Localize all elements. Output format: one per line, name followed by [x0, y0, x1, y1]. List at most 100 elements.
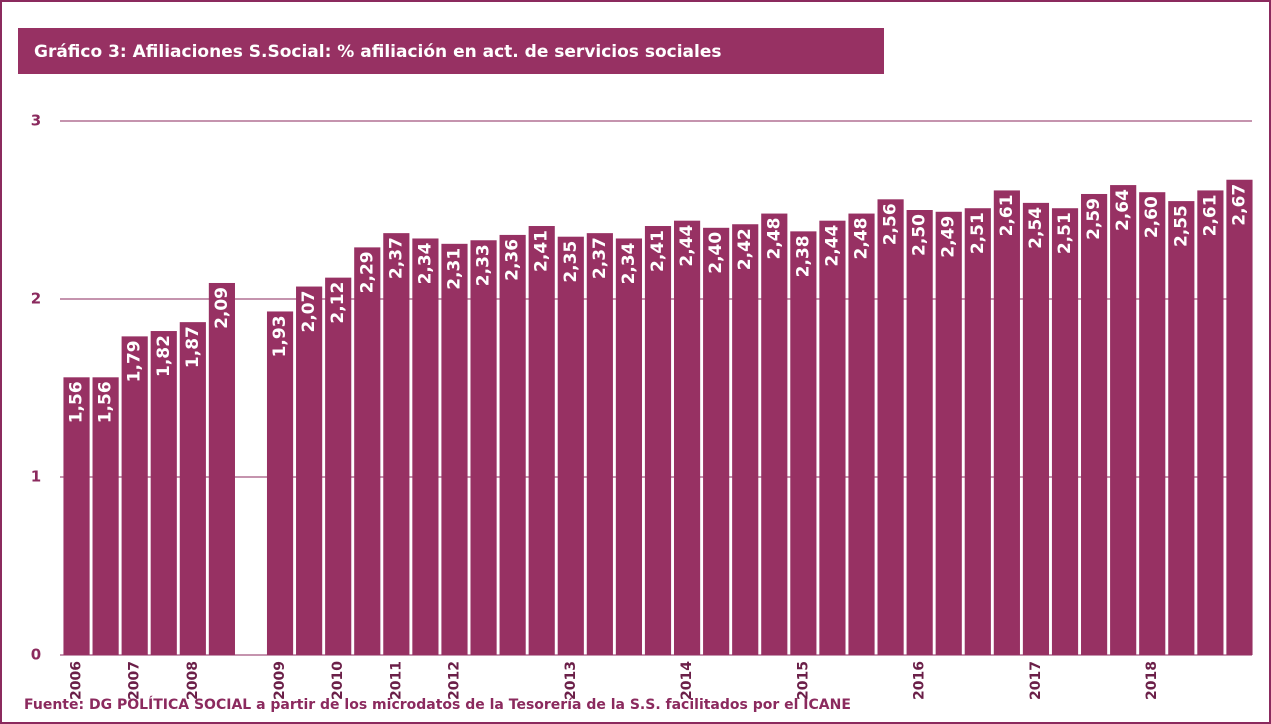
- value-label: 1,82: [154, 335, 174, 377]
- value-label: 2,40: [706, 232, 726, 274]
- value-label: 2,61: [1200, 194, 1220, 236]
- value-label: 2,41: [648, 230, 668, 272]
- bar: [615, 238, 643, 656]
- bar: [412, 238, 439, 656]
- chart-title: Gráfico 3: Afiliaciones S.Social: % afil…: [34, 42, 722, 62]
- bar: [673, 220, 701, 655]
- bar: [1110, 185, 1137, 655]
- value-label: 2,34: [619, 242, 639, 284]
- x-tick-label: 2006: [69, 661, 85, 700]
- value-label: 2,31: [444, 248, 464, 290]
- value-label: 2,67: [1229, 184, 1249, 226]
- bar: [993, 190, 1020, 656]
- value-label: 2,55: [1171, 205, 1191, 247]
- bar: [761, 213, 788, 655]
- value-label: 2,56: [881, 203, 901, 245]
- value-label: 2,12: [328, 282, 348, 324]
- y-tick-label: 3: [31, 112, 41, 130]
- bar: [441, 243, 468, 655]
- value-label: 2,61: [997, 194, 1017, 236]
- value-label: 1,56: [67, 381, 87, 423]
- source: Fuente: DG POLÍTICA SOCIAL a partir de l…: [24, 696, 851, 713]
- bar: [92, 377, 119, 655]
- value-label: 2,54: [1026, 207, 1046, 249]
- bar: [296, 286, 323, 655]
- bar: [208, 282, 235, 655]
- bar: [266, 311, 294, 655]
- bar: [528, 226, 555, 655]
- value-label: 1,79: [125, 340, 145, 382]
- bar: [819, 220, 846, 655]
- x-tick-label: 2009: [272, 661, 288, 700]
- x-tick-label: 2010: [330, 661, 346, 700]
- bar: [703, 227, 730, 656]
- value-label: 1,87: [183, 326, 203, 368]
- x-tick-label: 2015: [795, 661, 811, 700]
- bar: [1022, 202, 1050, 655]
- value-label: 2,38: [793, 235, 813, 277]
- bar: [63, 377, 90, 655]
- value-label: 2,07: [299, 291, 319, 333]
- value-label: 2,51: [1055, 212, 1075, 254]
- bar: [499, 234, 526, 656]
- value-label: 2,49: [939, 216, 959, 258]
- y-tick-label: 0: [31, 646, 41, 664]
- value-label: 2,51: [968, 212, 988, 254]
- bar: [586, 233, 613, 655]
- value-label: 2,41: [532, 230, 552, 272]
- x-tick-label: 2008: [185, 661, 201, 700]
- x-tick-label: 2018: [1144, 661, 1160, 700]
- value-label: 2,59: [1084, 198, 1104, 240]
- bar: [964, 208, 991, 655]
- x-tick-label: 2017: [1028, 661, 1044, 700]
- bar: [150, 331, 177, 655]
- value-label: 2,33: [474, 244, 494, 286]
- bar: [1226, 179, 1253, 656]
- bar: [121, 336, 148, 655]
- y-tick-label: 1: [31, 468, 41, 486]
- bar: [1139, 192, 1166, 655]
- value-label: 2,50: [910, 214, 930, 256]
- bar: [877, 199, 904, 655]
- x-tick-label: 2007: [127, 661, 143, 700]
- value-label: 2,44: [822, 225, 842, 267]
- value-label: 2,37: [590, 237, 610, 279]
- bar: [557, 236, 584, 655]
- bar: [935, 211, 962, 655]
- value-label: 2,48: [852, 218, 872, 260]
- value-label: 2,48: [764, 218, 784, 260]
- value-label: 2,37: [386, 237, 406, 279]
- bar: [848, 213, 875, 655]
- value-label: 2,42: [735, 228, 755, 270]
- value-label: 2,60: [1142, 196, 1162, 238]
- bar: [906, 210, 933, 655]
- value-label: 2,64: [1113, 189, 1133, 231]
- bar: [732, 224, 759, 656]
- bar: [354, 247, 381, 655]
- bar: [1168, 201, 1195, 655]
- x-tick-label: 2012: [446, 661, 462, 700]
- value-label: 1,56: [96, 381, 116, 423]
- x-tick-label: 2016: [912, 661, 928, 700]
- value-label: 2,09: [212, 287, 232, 329]
- bar: [1197, 190, 1224, 656]
- value-label: 2,29: [357, 251, 377, 293]
- value-label: 2,35: [561, 241, 581, 283]
- x-tick-label: 2014: [679, 661, 695, 700]
- bar: [470, 240, 497, 655]
- bar: [383, 233, 410, 655]
- value-label: 2,44: [677, 225, 697, 267]
- value-label: 2,36: [503, 239, 523, 281]
- bar: [644, 226, 672, 655]
- x-tick-label: 2011: [388, 661, 404, 700]
- bar: [179, 322, 206, 655]
- bar: [1081, 193, 1108, 656]
- title-box: [18, 28, 884, 74]
- x-tick-label: 2013: [563, 661, 579, 700]
- value-label: 2,34: [415, 242, 435, 284]
- bar: [1051, 208, 1079, 655]
- bar: [325, 277, 352, 655]
- y-tick-label: 2: [31, 290, 41, 308]
- bar: [790, 231, 817, 656]
